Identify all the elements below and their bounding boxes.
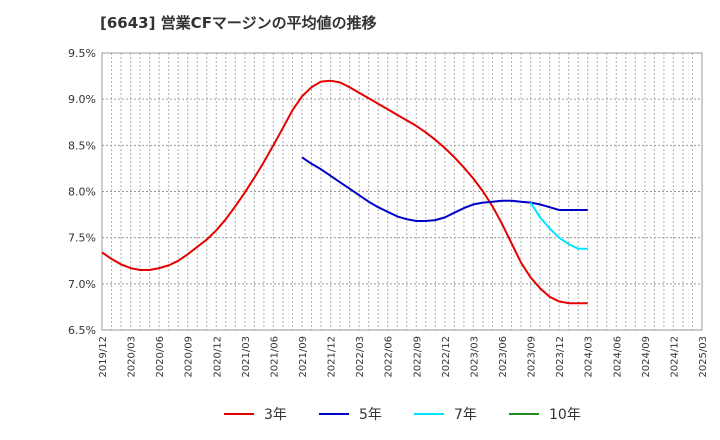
series-line-0 xyxy=(101,79,588,305)
legend-label: 5年 xyxy=(359,407,382,423)
x-tick-label: 2022/09 xyxy=(412,336,423,378)
x-tick-label: 2024/12 xyxy=(669,336,680,378)
x-tick-label: 2025/03 xyxy=(698,336,709,378)
y-tick-label: 6.5% xyxy=(68,324,96,337)
grid-lines xyxy=(101,52,703,331)
y-tick-label: 7.5% xyxy=(68,232,96,245)
x-tick-label: 2020/06 xyxy=(155,336,166,378)
legend-label: 3年 xyxy=(264,407,287,423)
x-tick-label: 2022/03 xyxy=(355,336,366,378)
plot-area xyxy=(101,52,703,331)
x-tick-label: 2021/06 xyxy=(269,336,280,378)
series-line-2 xyxy=(529,202,588,250)
x-tick-label: 2021/03 xyxy=(241,336,252,378)
legend-label: 10年 xyxy=(549,407,581,423)
legend-label: 7年 xyxy=(454,407,477,423)
y-tick-label: 8.5% xyxy=(68,139,96,152)
x-tick-label: 2021/09 xyxy=(298,336,309,378)
y-tick-label: 7.0% xyxy=(68,278,96,291)
y-axis-ticks: 9.5% 9.0% 8.5% 8.0% 7.5% 7.0% 6.5% xyxy=(68,47,96,337)
x-tick-label: 2024/03 xyxy=(584,336,595,378)
x-tick-label: 2022/12 xyxy=(441,336,452,378)
x-tick-label: 2024/06 xyxy=(612,336,623,378)
y-tick-label: 9.5% xyxy=(68,47,96,60)
x-axis-ticks: 2019/12 2020/03 2020/06 2020/09 2020/12 2021/… xyxy=(98,336,709,378)
y-tick-label: 8.0% xyxy=(68,186,96,199)
series-line-1 xyxy=(301,156,588,222)
chart-title: [6643] 営業CFマージンの平均値の推移 xyxy=(100,14,377,32)
x-tick-label: 2024/09 xyxy=(641,336,652,378)
x-tick-label: 2019/12 xyxy=(98,336,109,378)
x-tick-label: 2020/12 xyxy=(212,336,223,378)
x-tick-label: 2020/09 xyxy=(184,336,195,378)
x-tick-label: 2023/06 xyxy=(498,336,509,378)
x-tick-label: 2022/06 xyxy=(384,336,395,378)
x-tick-label: 2023/03 xyxy=(469,336,480,378)
y-tick-label: 9.0% xyxy=(68,93,96,106)
x-tick-label: 2021/12 xyxy=(327,336,338,378)
x-tick-label: 2020/03 xyxy=(127,336,138,378)
series-lines xyxy=(101,79,588,305)
x-tick-label: 2023/09 xyxy=(527,336,538,378)
x-tick-label: 2023/12 xyxy=(555,336,566,378)
legend: 3年 5年 7年 10年 xyxy=(224,407,581,423)
